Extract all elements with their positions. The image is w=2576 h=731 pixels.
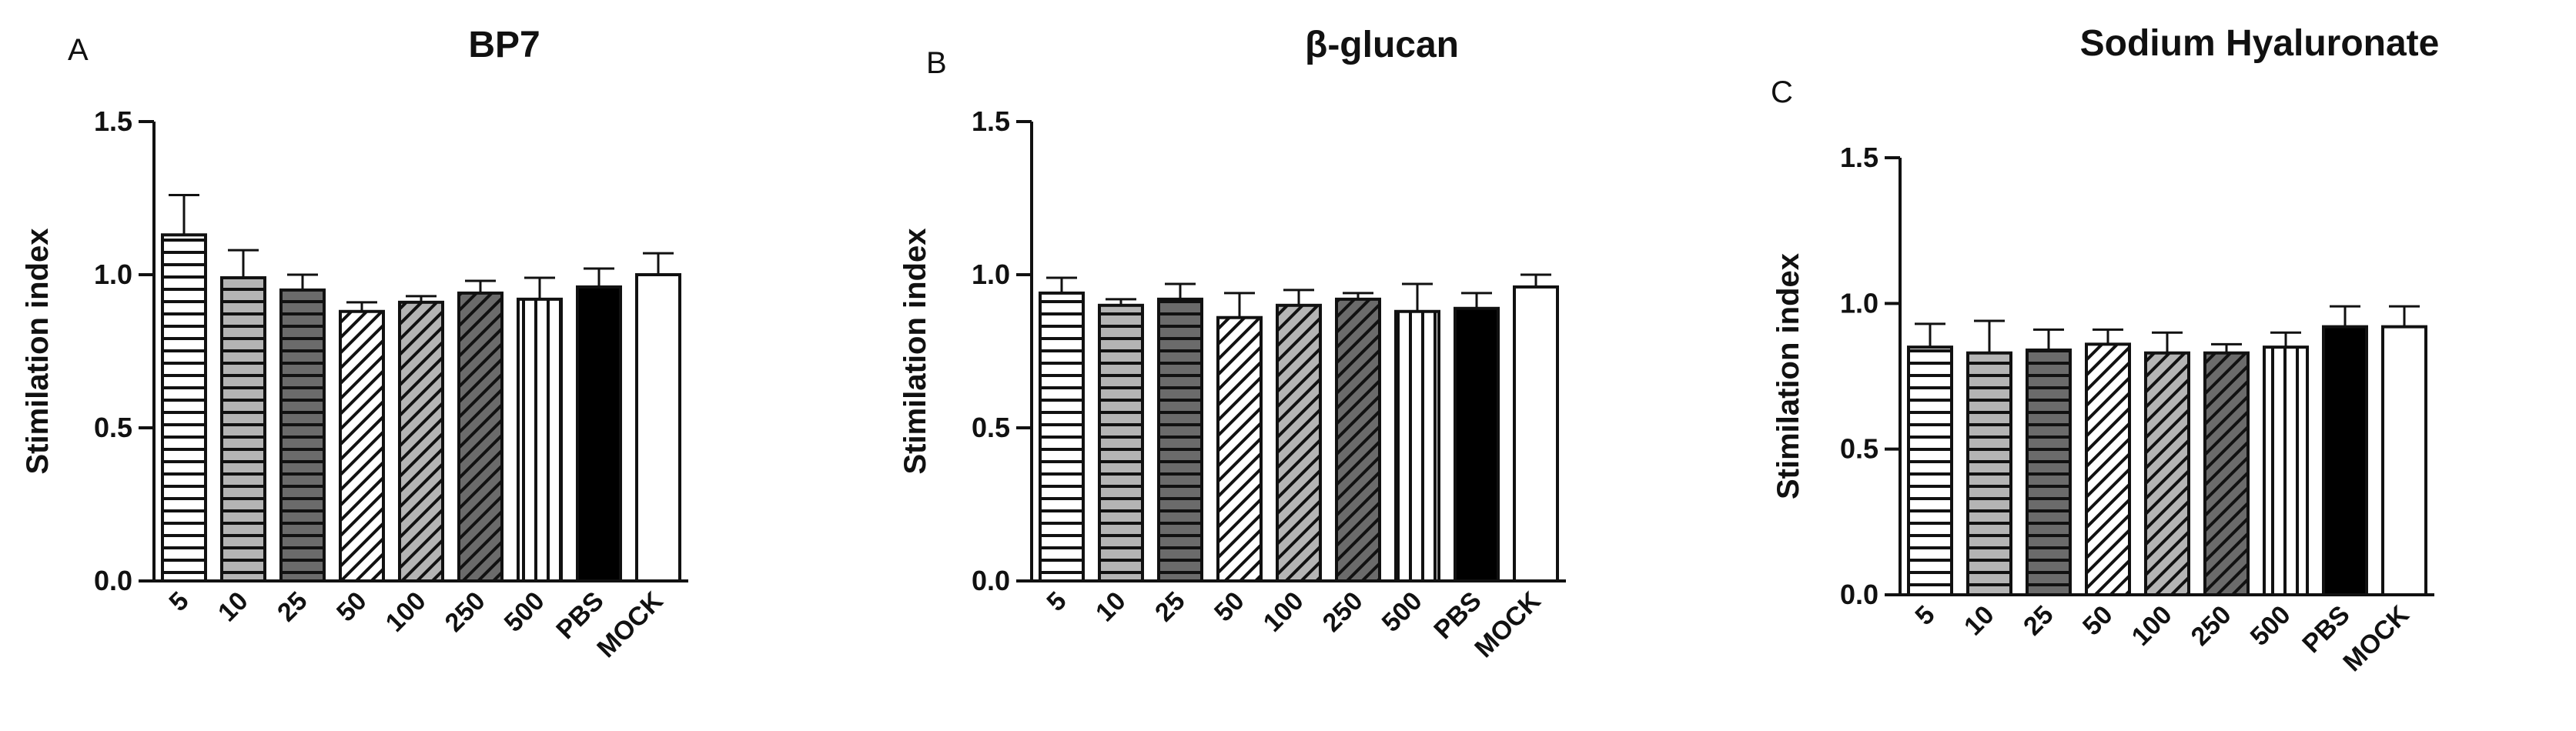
bar-10	[220, 275, 266, 582]
x-tick-label: 50	[1209, 586, 1250, 628]
bar-250	[2203, 351, 2250, 596]
x-tick-label: 25	[1149, 586, 1191, 628]
x-tick-label: 100	[2126, 600, 2178, 652]
bar-pbs	[1454, 306, 1500, 582]
bar-mock	[1513, 285, 1559, 582]
chart-title: β-glucan	[1305, 25, 1459, 65]
bar-250	[1335, 297, 1381, 582]
x-tick-label: 5	[163, 586, 194, 617]
x-tick-label: 250	[2186, 600, 2237, 652]
bar-pbs	[576, 285, 622, 582]
chart-panel-c: C Sodium Hyaluronate Stimilation index 5 10 2…	[1771, 23, 2439, 677]
y-tick-label: 1.0	[972, 259, 1010, 290]
bar-mock	[635, 273, 681, 582]
bar-mock	[2381, 325, 2427, 596]
bar-10	[1966, 351, 2012, 596]
y-tick-label: 0.5	[1840, 433, 1878, 465]
y-tick-label: 0.0	[972, 565, 1010, 596]
x-tick-label: 100	[380, 586, 432, 638]
x-tick-label: 500	[2245, 600, 2297, 652]
bar-25	[1157, 297, 1203, 582]
y-axis-label: Stimilation index	[21, 228, 55, 474]
y-tick-label: 1.0	[94, 259, 132, 290]
bar-100	[398, 300, 444, 582]
x-tick-label: 250	[1317, 586, 1369, 638]
bar-500	[517, 297, 563, 582]
y-axis-label: Stimilation index	[898, 228, 932, 474]
y-axis-label: Stimilation index	[1771, 253, 1805, 499]
x-tick-label: 5	[1041, 586, 1072, 617]
y-tick-label: 0.5	[972, 412, 1010, 443]
bar-5	[161, 233, 207, 582]
bar-500	[1394, 309, 1440, 582]
bar-250	[457, 291, 503, 582]
x-tick-label: 50	[2077, 600, 2119, 642]
y-tick-label: 0.0	[1840, 579, 1878, 610]
panel-letter: B	[926, 46, 947, 80]
x-tick-label: 25	[272, 586, 313, 628]
y-tick-label: 1.5	[1840, 142, 1878, 173]
x-tick-label: 100	[1258, 586, 1310, 638]
x-tick-label: 50	[331, 586, 373, 628]
y-tick-label: 1.5	[972, 105, 1010, 137]
x-tick-label: 5	[1909, 600, 1940, 631]
bar-5	[1039, 291, 1085, 582]
x-tick-label: MOCK	[2337, 599, 2415, 677]
bar-25	[279, 288, 326, 582]
y-tick-label: 0.0	[94, 565, 132, 596]
bar-25	[2026, 348, 2072, 596]
chart-title: Sodium Hyaluronate	[2080, 23, 2440, 64]
bar-5	[1907, 345, 1953, 596]
bar-500	[2263, 345, 2309, 596]
x-tick-label: 500	[1377, 586, 1428, 638]
bar-50	[339, 309, 385, 582]
x-tick-label: 10	[1090, 586, 1132, 628]
panel-letter: C	[1771, 75, 1793, 109]
bar-100	[1276, 303, 1322, 582]
bar-pbs	[2322, 325, 2368, 596]
bar-100	[2144, 351, 2190, 596]
y-tick-label: 1.0	[1840, 287, 1878, 319]
bar-10	[1098, 303, 1144, 582]
y-tick-label: 0.5	[94, 412, 132, 443]
y-tick-label: 1.5	[94, 105, 132, 137]
bar-50	[2085, 342, 2131, 596]
x-tick-label: MOCK	[1469, 586, 1547, 663]
x-tick-label: MOCK	[591, 586, 669, 663]
x-tick-label: 500	[499, 586, 550, 638]
panel-letter: A	[68, 33, 89, 67]
x-tick-label: 10	[212, 586, 254, 628]
bar-50	[1216, 315, 1263, 582]
x-tick-label: 250	[440, 586, 491, 638]
chart-title: BP7	[468, 25, 540, 65]
x-tick-label: 10	[1959, 600, 2000, 642]
x-tick-label: 25	[2018, 600, 2059, 642]
